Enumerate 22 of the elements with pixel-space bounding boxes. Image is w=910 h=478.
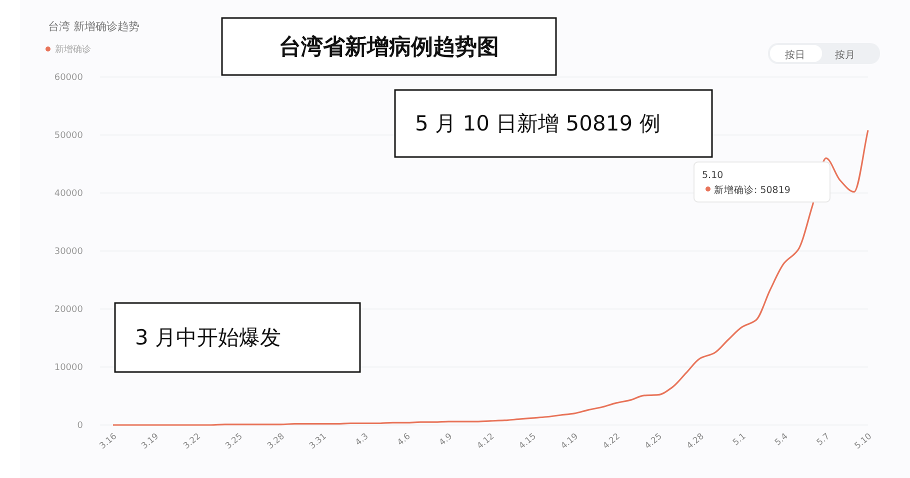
x-tick-label: 5.7 bbox=[815, 432, 832, 448]
annotation: 新增确诊: 50819 bbox=[714, 184, 790, 196]
annotation: 3 月中开始爆发 bbox=[135, 326, 282, 350]
y-tick-label: 60000 bbox=[54, 73, 84, 83]
y-tick-label: 40000 bbox=[54, 189, 84, 199]
y-tick-label: 10000 bbox=[54, 363, 84, 373]
y-tick-label: 20000 bbox=[54, 305, 84, 315]
chart-title: 台湾省新增病例趋势图 bbox=[279, 34, 499, 60]
text: 按月 bbox=[835, 49, 855, 61]
y-tick-label: 30000 bbox=[54, 247, 84, 257]
y-tick-label: 50000 bbox=[54, 131, 84, 141]
x-tick-label: 4.3 bbox=[354, 432, 371, 448]
annotation: 5.10 bbox=[702, 170, 724, 181]
y-tick-label: 0 bbox=[77, 421, 84, 431]
x-tick-label: 5.4 bbox=[773, 432, 790, 448]
chart-subtitle: 台湾 新增确诊趋势 bbox=[48, 20, 140, 33]
x-tick-label: 4.9 bbox=[438, 432, 454, 448]
legend-label: 新增确诊 bbox=[55, 44, 91, 55]
annotation: 5 月 10 日新增 50819 例 bbox=[415, 112, 660, 136]
text: 按日 bbox=[785, 49, 805, 61]
x-tick-label: 4.6 bbox=[396, 432, 413, 448]
x-tick-label: 5.1 bbox=[731, 432, 748, 448]
